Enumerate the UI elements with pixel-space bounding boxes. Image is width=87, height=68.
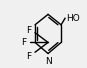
Text: F: F [26, 52, 31, 61]
Text: HO: HO [66, 14, 80, 23]
Text: N: N [45, 57, 51, 66]
Text: F: F [21, 38, 26, 47]
Text: F: F [26, 26, 31, 35]
